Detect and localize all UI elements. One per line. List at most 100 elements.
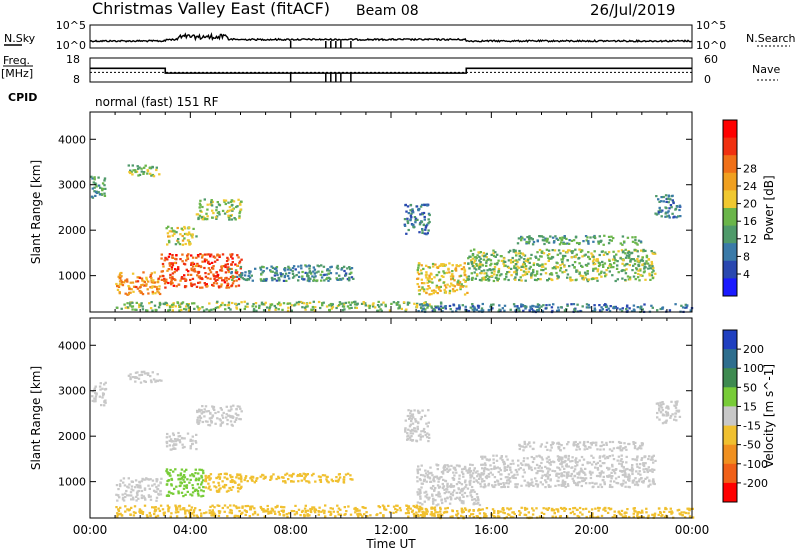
power-panel-cell xyxy=(306,272,309,275)
power-panel-cell xyxy=(313,272,316,275)
power-panel-cell xyxy=(467,278,471,281)
power-panel-cell xyxy=(384,303,387,306)
power-panel-cell xyxy=(674,303,677,306)
power-panel-cell xyxy=(155,285,158,289)
velocity-panel-cell xyxy=(556,479,559,482)
velocity-panel-cell xyxy=(538,515,542,518)
power-panel-cell xyxy=(189,282,193,285)
velocity-panel-cell xyxy=(512,511,515,514)
power-panel-cell xyxy=(426,232,429,235)
velocity-panel-cell xyxy=(489,464,492,467)
power-panel-cell xyxy=(226,282,229,285)
power-panel-cell xyxy=(621,277,624,280)
power-panel-cell xyxy=(535,272,539,275)
power-panel-cell xyxy=(148,166,151,170)
power-panel-cell xyxy=(124,292,127,295)
power-panel-cell xyxy=(538,248,542,252)
velocity-panel-cell xyxy=(523,513,526,516)
velocity-panel-cell xyxy=(632,441,635,444)
power-panel-cell xyxy=(592,267,595,270)
velocity-panel-cell xyxy=(337,513,340,516)
freq-label: Freq. xyxy=(3,54,31,67)
power-panel-cell xyxy=(431,262,435,266)
power-panel-cell xyxy=(344,301,347,304)
velocity-panel-cell xyxy=(611,465,614,468)
power-panel-cell xyxy=(560,306,563,309)
velocity-panel-cell xyxy=(622,479,625,482)
velocity-panel-cell xyxy=(137,497,140,500)
power-panel-cell xyxy=(192,227,195,230)
velocity-panel-cell xyxy=(460,471,464,474)
velocity-panel-cell xyxy=(572,441,576,444)
power-panel-cell xyxy=(655,195,658,198)
power-panel-cell xyxy=(500,273,503,276)
power-panel-cell xyxy=(101,187,104,190)
velocity-panel-cell xyxy=(560,483,563,486)
velocity-panel-cell xyxy=(596,448,599,451)
velocity-panel-cell xyxy=(126,508,129,511)
velocity-panel-cell xyxy=(631,458,634,461)
power-panel-cell xyxy=(238,262,241,265)
power-panel-cell xyxy=(593,308,597,311)
power-panel-cell xyxy=(513,271,516,274)
velocity-panel-cell xyxy=(127,374,131,377)
velocity-panel-cell xyxy=(119,479,123,482)
velocity-panel-cell xyxy=(449,485,453,489)
velocity-panel-cell xyxy=(234,505,238,508)
velocity-panel-cell xyxy=(218,504,221,507)
velocity-panel-cell xyxy=(196,410,199,414)
power-panel-cell xyxy=(118,292,121,295)
power-panel-cell xyxy=(448,262,451,265)
velocity-panel-cell xyxy=(603,481,606,484)
velocity-panel-cell xyxy=(238,510,241,513)
velocity-panel-cell xyxy=(249,477,252,480)
power-panel-cell xyxy=(138,306,141,309)
power-panel-cell xyxy=(436,266,440,269)
power-panel-cell xyxy=(474,256,477,259)
velocity-panel-cell xyxy=(484,475,488,478)
power-panel-cell xyxy=(489,259,493,262)
power-panel-cell xyxy=(416,271,420,274)
power-panel-cell xyxy=(418,293,421,296)
power-panel-cell xyxy=(591,255,594,258)
velocity-panel-cell xyxy=(180,482,183,485)
power-panel-cell xyxy=(302,302,306,305)
velocity-panel-cell xyxy=(154,508,157,511)
power-panel-cell xyxy=(453,279,456,282)
velocity-panel-cell xyxy=(195,514,198,517)
velocity-panel-cell xyxy=(172,440,175,443)
velocity-panel-cell xyxy=(139,511,142,514)
velocity-panel-cell xyxy=(229,405,233,408)
velocity-panel-cell xyxy=(651,470,654,473)
velocity-panel-cell xyxy=(432,502,435,505)
power-panel-cell xyxy=(480,307,484,310)
power-panel-cell xyxy=(104,187,107,190)
velocity-panel-cell xyxy=(416,425,419,428)
velocity-panel-cell xyxy=(222,411,225,414)
velocity-panel-cell xyxy=(237,414,240,417)
velocity-panel-cell xyxy=(638,466,641,469)
velocity-panel-cell xyxy=(182,478,185,481)
velocity-panel-cell xyxy=(446,470,449,473)
velocity-panel-cell xyxy=(356,509,359,512)
velocity-panel-cell xyxy=(338,473,341,476)
power-panel-cell xyxy=(93,176,96,179)
velocity-panel-cell xyxy=(438,485,442,488)
velocity-panel-cell xyxy=(639,511,642,514)
velocity-panel-cell xyxy=(469,476,472,479)
power-panel-cell xyxy=(656,309,659,312)
velocity-panel-cell xyxy=(653,514,656,518)
power-panel-cell xyxy=(92,181,95,184)
velocity-panel-cell xyxy=(420,415,423,419)
velocity-colorbar-swatch-4 xyxy=(723,406,737,426)
velocity-panel-cell xyxy=(521,463,524,466)
power-panel-cell xyxy=(616,264,619,267)
power-panel-cell xyxy=(485,256,488,259)
power-panel-scatter-cells xyxy=(90,164,694,314)
power-panel-cell xyxy=(545,304,548,307)
power-panel-cell xyxy=(426,281,429,284)
power-panel-cell xyxy=(326,276,329,279)
velocity-panel-cell xyxy=(377,505,380,508)
velocity-panel-cell xyxy=(575,448,578,451)
power-panel-cell xyxy=(131,272,135,275)
